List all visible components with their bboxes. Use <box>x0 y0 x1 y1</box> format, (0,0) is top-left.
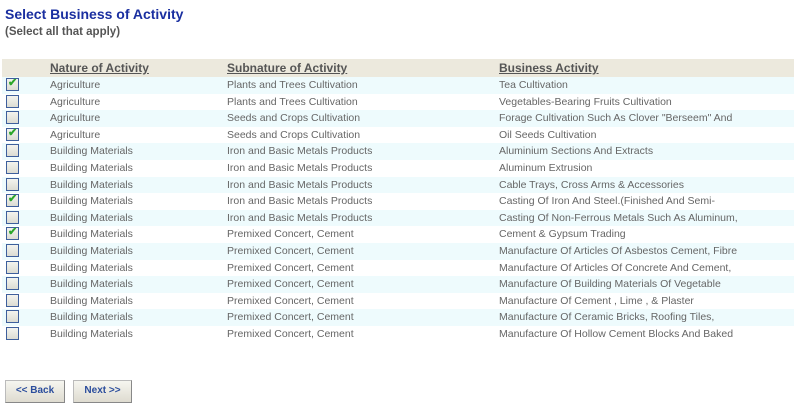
nature-cell: Agriculture <box>50 112 101 125</box>
subnature-cell: Premixed Concert, Cement <box>227 244 354 257</box>
table-row: Agriculture Seeds and Crops Cultivation … <box>2 126 794 144</box>
business-cell: Manufacture Of Cement , Lime , & Plaster <box>499 294 694 307</box>
table-row: Building Materials Premixed Concert, Cem… <box>2 242 794 260</box>
subnature-cell: Premixed Concert, Cement <box>227 228 354 241</box>
subnature-cell: Iron and Basic Metals Products <box>227 195 373 208</box>
business-cell: Tea Cultivation <box>499 79 568 91</box>
business-cell: Aluminium Sections And Extracts <box>499 145 654 158</box>
table-row: Building Materials Iron and Basic Metals… <box>2 176 794 194</box>
row-checkbox[interactable] <box>6 76 19 91</box>
row-checkbox[interactable] <box>6 277 19 291</box>
nature-cell: Building Materials <box>50 244 133 257</box>
table-row: Agriculture Plants and Trees Cultivation… <box>2 94 794 111</box>
row-checkbox[interactable] <box>6 326 19 340</box>
page-subtitle: (Select all that apply) <box>5 26 121 38</box>
table-row: Building Materials Iron and Basic Metals… <box>2 160 794 177</box>
row-checkbox[interactable] <box>6 225 19 241</box>
table-row: Building Materials Premixed Concert, Cem… <box>2 225 794 243</box>
subnature-cell: Premixed Concert, Cement <box>227 278 354 291</box>
nature-cell: Building Materials <box>50 145 133 158</box>
business-cell: Casting Of Iron And Steel.(Finished And … <box>499 195 715 208</box>
nature-cell: Building Materials <box>50 178 133 191</box>
nature-cell: Agriculture <box>50 95 101 108</box>
subnature-cell: Seeds and Crops Cultivation <box>227 128 361 141</box>
row-checkbox[interactable] <box>6 111 19 125</box>
row-checkbox[interactable] <box>6 192 19 208</box>
business-cell: Aluminum Extrusion <box>499 161 593 174</box>
subnature-cell: Plants and Trees Cultivation <box>227 79 358 91</box>
row-checkbox[interactable] <box>6 243 19 257</box>
nature-cell: Building Materials <box>50 311 133 324</box>
table-row: Building Materials Iron and Basic Metals… <box>2 143 794 160</box>
table-row: Agriculture Plants and Trees Cultivation… <box>2 76 794 94</box>
table-header: Nature of Activity Subnature of Activity… <box>2 59 794 77</box>
row-checkbox[interactable] <box>6 126 19 141</box>
row-checkbox[interactable] <box>6 310 19 324</box>
business-cell: Manufacture Of Articles Of Concrete And … <box>499 261 732 274</box>
row-checkbox[interactable] <box>6 160 19 174</box>
table-row: Building Materials Premixed Concert, Cem… <box>2 276 794 293</box>
back-button[interactable]: << Back <box>5 380 65 403</box>
business-cell: Forage Cultivation Such As Clover "Berse… <box>499 112 733 125</box>
table-row: Agriculture Seeds and Crops Cultivation … <box>2 110 794 127</box>
subnature-cell: Plants and Trees Cultivation <box>227 95 358 108</box>
page-title: Select Business of Activity <box>5 6 184 22</box>
subnature-cell: Premixed Concert, Cement <box>227 311 354 324</box>
business-cell: Casting Of Non-Ferrous Metals Such As Al… <box>499 211 738 224</box>
nature-cell: Building Materials <box>50 327 133 340</box>
header-nature: Nature of Activity <box>50 61 149 75</box>
nature-cell: Building Materials <box>50 161 133 174</box>
row-checkbox[interactable] <box>6 210 19 224</box>
subnature-cell: Iron and Basic Metals Products <box>227 211 373 224</box>
business-cell: Manufacture Of Articles Of Asbestos Ceme… <box>499 244 738 257</box>
nature-cell: Building Materials <box>50 228 133 241</box>
business-cell: Manufacture Of Ceramic Bricks, Roofing T… <box>499 311 715 324</box>
subnature-cell: Iron and Basic Metals Products <box>227 178 373 191</box>
business-cell: Manufacture Of Building Materials Of Veg… <box>499 278 721 291</box>
business-cell: Oil Seeds Cultivation <box>499 128 597 141</box>
subnature-cell: Premixed Concert, Cement <box>227 261 354 274</box>
nature-cell: Building Materials <box>50 261 133 274</box>
subnature-cell: Iron and Basic Metals Products <box>227 145 373 158</box>
business-cell: Cement & Gypsum Trading <box>499 228 626 241</box>
nature-cell: Building Materials <box>50 294 133 307</box>
subnature-cell: Premixed Concert, Cement <box>227 294 354 307</box>
nature-cell: Building Materials <box>50 278 133 291</box>
table-row: Building Materials Premixed Concert, Cem… <box>2 293 794 310</box>
nature-cell: Agriculture <box>50 128 101 141</box>
table-row: Building Materials Premixed Concert, Cem… <box>2 260 794 277</box>
subnature-cell: Iron and Basic Metals Products <box>227 161 373 174</box>
row-checkbox[interactable] <box>6 177 19 191</box>
business-cell: Cable Trays, Cross Arms & Accessories <box>499 178 684 191</box>
activity-table: Nature of Activity Subnature of Activity… <box>2 59 794 343</box>
row-checkbox[interactable] <box>6 260 19 274</box>
next-button[interactable]: Next >> <box>73 380 132 403</box>
header-business: Business Activity <box>499 61 599 75</box>
row-checkbox[interactable] <box>6 293 19 307</box>
business-cell: Vegetables-Bearing Fruits Cultivation <box>499 95 672 108</box>
nature-cell: Agriculture <box>50 79 101 91</box>
nature-cell: Building Materials <box>50 195 133 208</box>
row-checkbox[interactable] <box>6 94 19 108</box>
header-subnature: Subnature of Activity <box>227 61 348 75</box>
subnature-cell: Premixed Concert, Cement <box>227 327 354 340</box>
table-row: Building Materials Premixed Concert, Cem… <box>2 309 794 326</box>
table-row: Building Materials Premixed Concert, Cem… <box>2 326 794 343</box>
row-checkbox[interactable] <box>6 144 19 158</box>
business-cell: Manufacture Of Hollow Cement Blocks And … <box>499 327 734 340</box>
table-row: Building Materials Iron and Basic Metals… <box>2 192 794 210</box>
nature-cell: Building Materials <box>50 211 133 224</box>
subnature-cell: Seeds and Crops Cultivation <box>227 112 361 125</box>
table-row: Building Materials Iron and Basic Metals… <box>2 209 794 227</box>
table-body: Agriculture Plants and Trees Cultivation… <box>2 76 794 343</box>
